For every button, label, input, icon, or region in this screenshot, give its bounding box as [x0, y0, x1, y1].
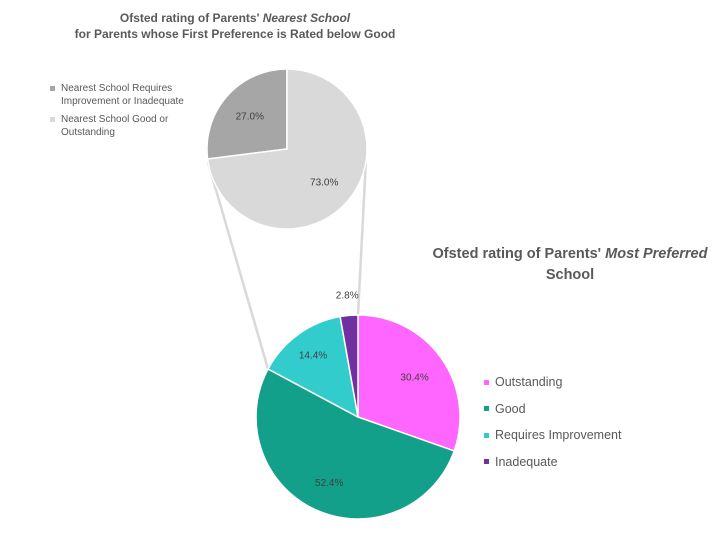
legend-swatch: [484, 432, 489, 438]
legend-swatch: [50, 117, 55, 122]
legend-label-line: Nearest School Requires: [61, 83, 173, 94]
legend-item-requires-improvement-or-inadequate: Nearest School Requires Improvement or I…: [50, 82, 210, 108]
main-slice-good: [255, 367, 456, 520]
legend-item-outstanding: Outstanding: [484, 369, 684, 396]
legend-label: Good: [495, 401, 526, 416]
main-data-label: 30.4%: [400, 372, 428, 383]
main-pie: [255, 314, 461, 520]
legend-label-line: Outstanding: [61, 127, 115, 138]
main-title-line2: School: [545, 267, 595, 283]
connector-line-right: [356, 162, 368, 316]
main-data-label: 2.8%: [336, 291, 359, 302]
main-slice-outstanding: [357, 314, 461, 452]
legend-label: Inadequate: [495, 454, 558, 469]
legend-label-line: Improvement or Inadequate: [61, 96, 184, 107]
top-slice-nearest-school-good-or-outstanding: [206, 68, 368, 230]
legend-item-good: Good: [484, 396, 684, 423]
top-title-prefix: Ofsted rating of Parents': [119, 11, 263, 25]
legend-label-line: Nearest School Good or: [61, 114, 169, 125]
main-chart-legend: Outstanding Good Requires Improvement In…: [484, 369, 684, 475]
legend-label: Outstanding: [495, 375, 563, 390]
main-data-label: 52.4%: [315, 478, 343, 489]
legend-item-good-or-outstanding: Nearest School Good or Outstanding: [50, 113, 210, 139]
top-chart-legend: Nearest School Requires Improvement or I…: [50, 82, 210, 144]
legend-swatch: [50, 86, 55, 91]
top-chart-title: Ofsted rating of Parents' Nearest School…: [0, 10, 470, 42]
main-chart-title: Ofsted rating of Parents' Most Preferred…: [410, 244, 717, 286]
connector-line-left: [206, 162, 270, 370]
legend-swatch: [484, 379, 489, 385]
main-data-label: 14.4%: [299, 351, 327, 362]
legend-label: Nearest School Requires Improvement or I…: [61, 82, 184, 108]
legend-item-inadequate: Inadequate: [484, 449, 684, 476]
main-slice-requires-improvement: [266, 315, 360, 419]
top-title-line2: for Parents whose First Preference is Ra…: [74, 27, 396, 41]
legend-swatch: [484, 406, 489, 412]
top-data-label: 27.0%: [236, 112, 264, 123]
main-title-prefix: Ofsted rating of Parents': [432, 246, 606, 262]
connector-lines: [206, 162, 368, 370]
main-title-emphasis: Most Preferred: [605, 246, 708, 262]
legend-swatch: [484, 459, 489, 465]
main-slice-inadequate: [339, 314, 359, 418]
top-slice-nearest-school-requires-improvement-or-inadequate: [206, 68, 288, 160]
top-title-emphasis: Nearest School: [262, 11, 351, 25]
legend-label: Nearest School Good or Outstanding: [61, 113, 168, 139]
top-pie: [206, 68, 368, 230]
legend-item-requires-improvement: Requires Improvement: [484, 422, 684, 449]
top-data-label: 73.0%: [310, 177, 338, 188]
legend-label: Requires Improvement: [495, 428, 622, 443]
